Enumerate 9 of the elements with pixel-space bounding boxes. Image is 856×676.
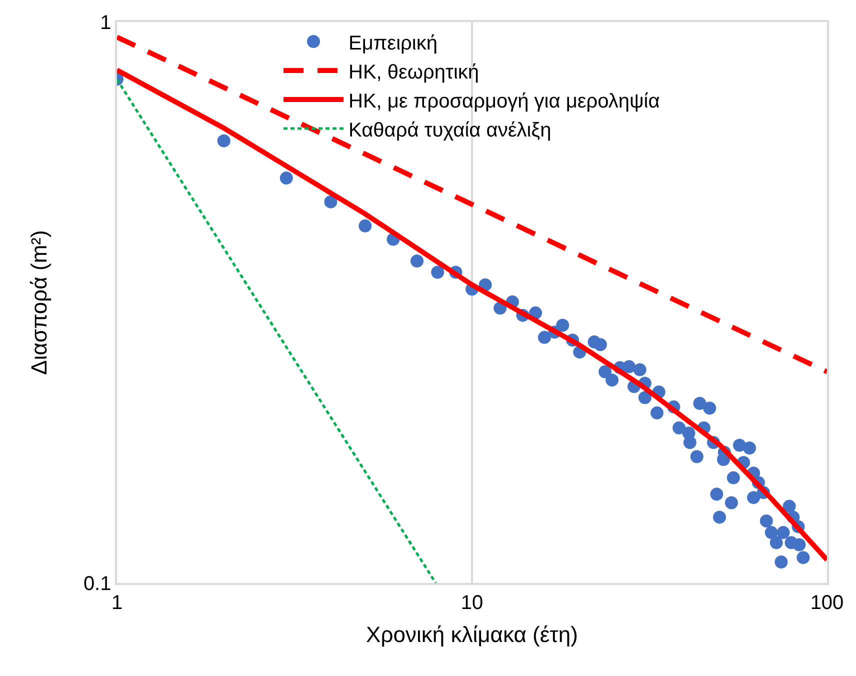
y-axis-title: Διασπορά (m²) <box>26 230 52 375</box>
legend-label: Καθαρά τυχαία ανέλιξη <box>348 119 552 142</box>
y-tick-label: 0.1 <box>83 573 112 595</box>
legend-label: ΗΚ, θεωρητική <box>348 61 480 84</box>
x-tick-label: 100 <box>810 592 844 614</box>
x-axis-title: Χρονική κλίμακα (έτη) <box>366 622 578 648</box>
legend-label: Εμπειρική <box>348 32 438 54</box>
legend-label: ΗΚ, με προσαρμογή για μεροληψία <box>348 90 660 112</box>
x-tick-label: 10 <box>460 592 484 614</box>
